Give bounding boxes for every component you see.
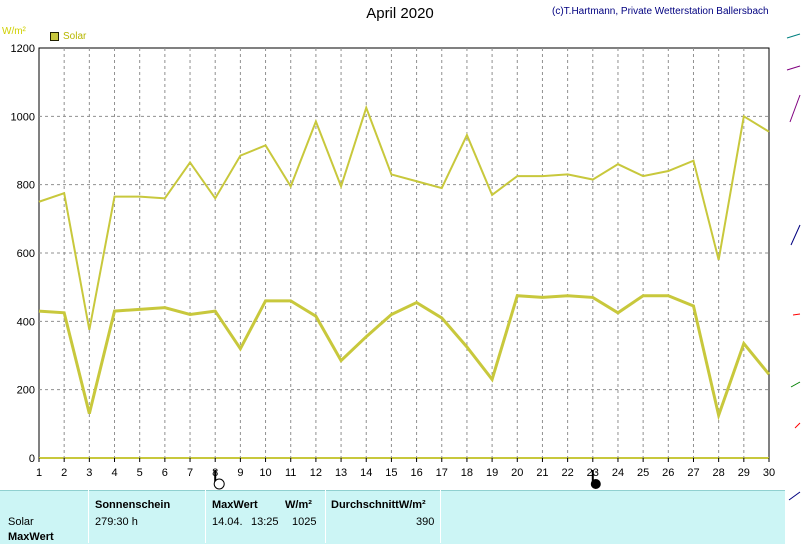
x-tick-label: 7	[187, 467, 193, 479]
value-average: 390	[416, 516, 434, 528]
x-tick-label: 16	[410, 467, 422, 479]
x-tick-label: 20	[511, 467, 523, 479]
legend[interactable]: Solar	[50, 31, 86, 42]
y-axis-unit: W/m²	[2, 26, 26, 37]
header-maxwert: MaxWert	[212, 499, 258, 511]
x-tick-label: 10	[259, 467, 271, 479]
row-label-maxwert: MaxWert	[8, 531, 54, 543]
x-tick-label: 12	[310, 467, 322, 479]
panel-divider	[88, 490, 89, 543]
x-tick-label: 13	[335, 467, 347, 479]
y-tick-label: 400	[17, 316, 35, 328]
full-moon-icon	[214, 479, 224, 489]
value-sonnenschein: 279:30 h	[95, 516, 138, 528]
x-tick-label: 15	[385, 467, 397, 479]
x-tick-label: 30	[763, 467, 775, 479]
x-tick-label: 3	[86, 467, 92, 479]
summary-panel: Solar MaxWert Sonnenschein 279:30 h MaxW…	[0, 490, 785, 544]
y-tick-label: 200	[17, 385, 35, 397]
x-tick-label: 5	[137, 467, 143, 479]
x-tick-labels: 1234567891011121314151617181920212223242…	[36, 467, 775, 479]
x-tick-label: 9	[237, 467, 243, 479]
x-tick-label: 17	[436, 467, 448, 479]
y-tick-label: 1000	[11, 111, 35, 123]
header-durchschnitt: DurchschnittW/m²	[331, 499, 426, 511]
x-tick-label: 28	[713, 467, 725, 479]
x-tick-label: 24	[612, 467, 624, 479]
new-moon-icon	[591, 480, 600, 489]
legend-swatch	[50, 32, 59, 41]
x-tick-label: 21	[536, 467, 548, 479]
value-max-value: 1025	[292, 516, 316, 528]
x-tick-label: 22	[561, 467, 573, 479]
x-tick-label: 1	[36, 467, 42, 479]
x-tick-label: 6	[162, 467, 168, 479]
row-label-solar: Solar	[8, 516, 34, 528]
header-wm2: W/m²	[285, 499, 312, 511]
y-tick-label: 1200	[11, 43, 35, 55]
y-tick-label: 0	[29, 453, 35, 465]
x-tick-label: 18	[461, 467, 473, 479]
y-tick-label: 600	[17, 248, 35, 260]
header-sonnenschein: Sonnenschein	[95, 499, 170, 511]
value-max-time: 13:25	[251, 516, 279, 528]
x-tick-label: 14	[360, 467, 372, 479]
adjacent-chart-edge	[785, 30, 802, 543]
panel-divider	[325, 490, 326, 543]
y-tick-label: 800	[17, 180, 35, 192]
credit-text: (c)T.Hartmann, Private Wetterstation Bal…	[552, 6, 769, 17]
x-tick-label: 29	[738, 467, 750, 479]
x-tick-label: 4	[111, 467, 117, 479]
chart-title: April 2020	[340, 5, 460, 22]
x-tick-label: 26	[662, 467, 674, 479]
panel-divider	[440, 490, 441, 543]
x-tick-label: 25	[637, 467, 649, 479]
value-max-date: 14.04.	[212, 516, 243, 528]
x-tick-label: 19	[486, 467, 498, 479]
y-tick-labels: 0 200 400 600 800 1000 1200	[11, 43, 35, 465]
legend-label: Solar	[63, 31, 86, 42]
x-tick-label: 11	[285, 467, 296, 479]
panel-divider	[205, 490, 206, 543]
x-tick-label: 27	[687, 467, 699, 479]
x-tick-label: 2	[61, 467, 67, 479]
